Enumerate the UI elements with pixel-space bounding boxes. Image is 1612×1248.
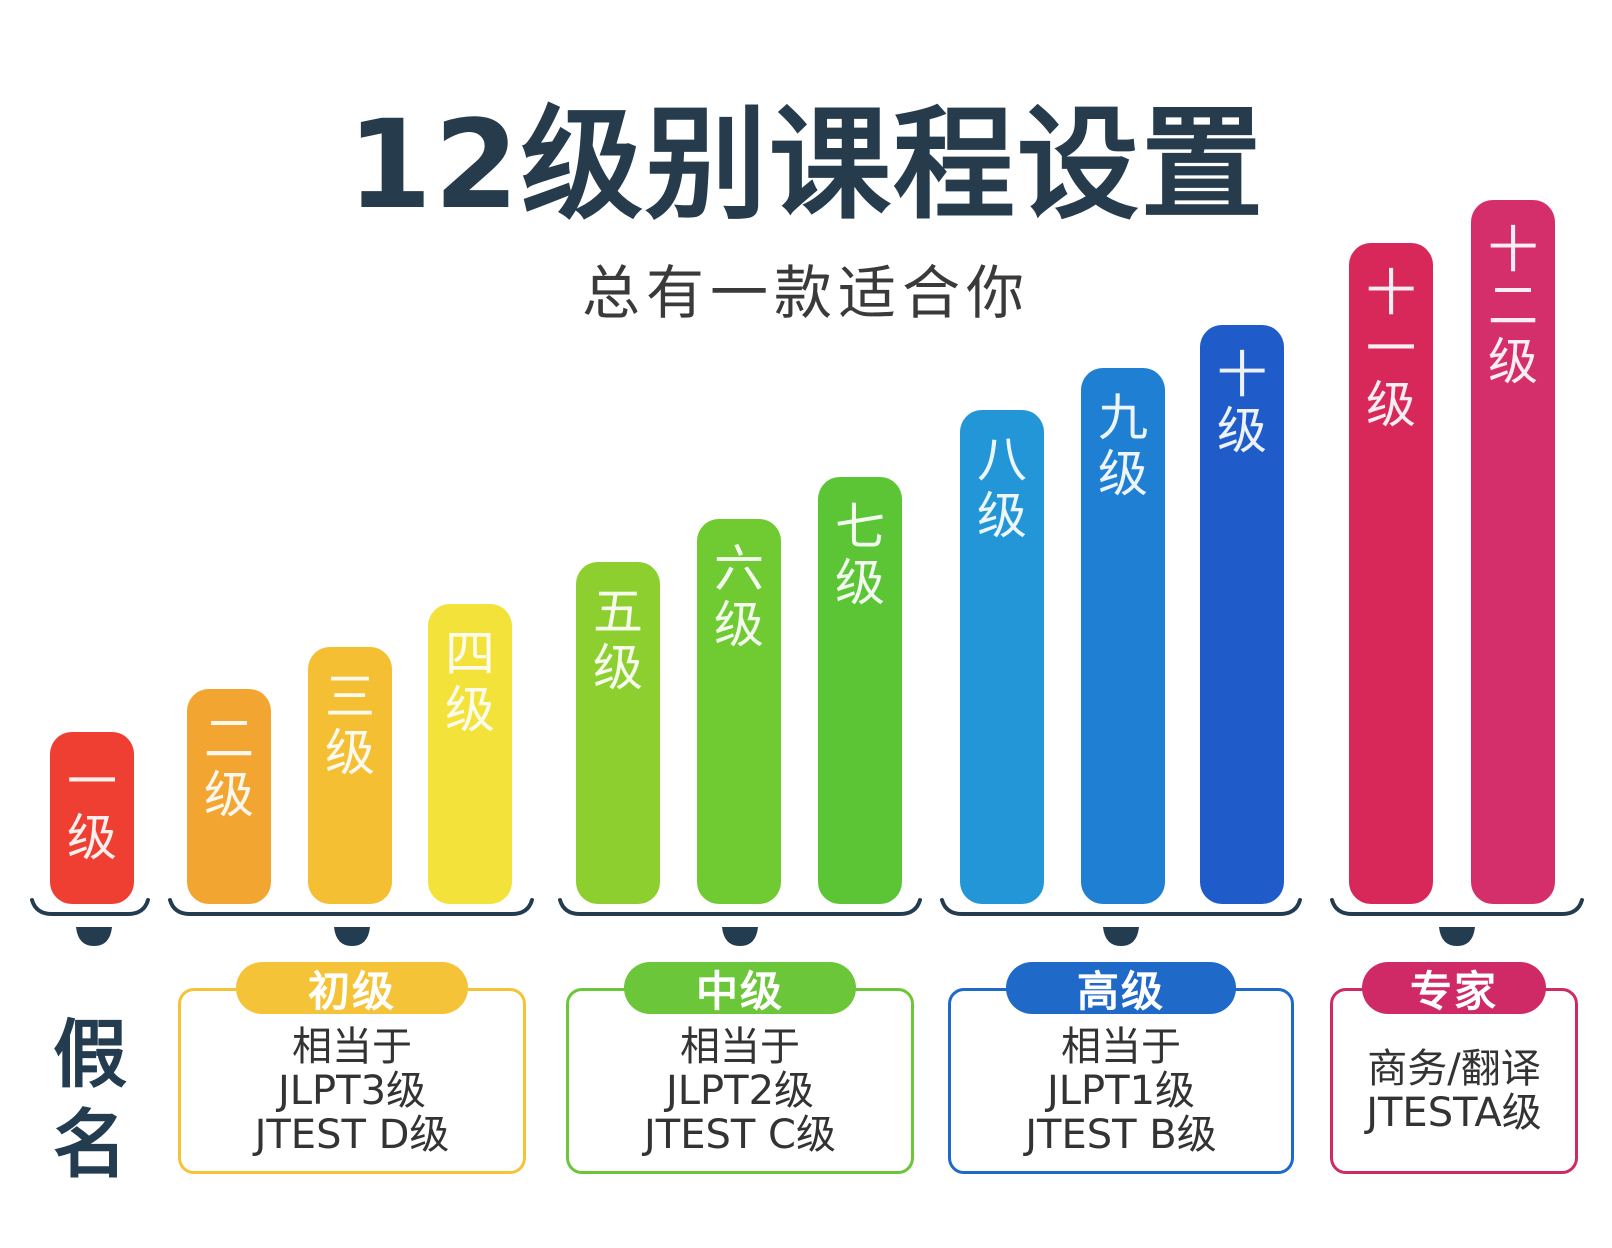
- bracket-expert: [1330, 898, 1584, 916]
- bracket-pointer-expert: [1439, 927, 1475, 946]
- kana-label: 假名: [53, 1012, 127, 1188]
- group-card-line: JLPT3级: [277, 1068, 427, 1114]
- group-card-intermediate: 相当于 JLPT2级 JTEST C级: [566, 988, 914, 1174]
- level-bar-label: 六级: [714, 540, 764, 654]
- level-bar-label: 二级: [204, 710, 254, 824]
- group-card-beginner: 相当于 JLPT3级 JTEST D级: [178, 988, 526, 1174]
- bracket-pointer-kana: [76, 927, 112, 946]
- page-title: 12级别课程设置: [347, 94, 1265, 236]
- bracket-advanced: [940, 898, 1302, 916]
- group-pill-expert: 专家: [1362, 962, 1546, 1016]
- level-bar-3: 三级: [308, 647, 392, 904]
- level-bar-9: 九级: [1081, 368, 1165, 904]
- group-pill-intermediate: 中级: [624, 962, 856, 1016]
- level-bar-1: 一级: [50, 732, 134, 904]
- level-bar-2: 二级: [187, 689, 271, 904]
- bracket-pointer-beginner: [334, 927, 370, 946]
- group-card-expert: 商务/翻译 JTESTA级: [1330, 988, 1578, 1174]
- bracket-pointer-advanced: [1103, 927, 1139, 946]
- level-bar-label: 七级: [835, 498, 885, 612]
- bracket-kana: [30, 898, 150, 916]
- level-bar-label: 三级: [325, 668, 375, 782]
- level-bar-label: 一级: [67, 753, 117, 867]
- group-card-line: 相当于: [1061, 1024, 1181, 1070]
- group-card-line: 商务/翻译: [1367, 1046, 1541, 1092]
- level-bar-label: 八级: [977, 431, 1027, 545]
- level-bar-5: 五级: [576, 562, 660, 904]
- level-bar-10: 十级: [1200, 325, 1284, 904]
- group-card-line: JLPT1级: [1046, 1068, 1196, 1114]
- group-card-line: 相当于: [292, 1024, 412, 1070]
- group-card-line: JLPT2级: [665, 1068, 815, 1114]
- level-bar-label: 十二级: [1488, 221, 1538, 391]
- bracket-beginner: [168, 898, 534, 916]
- bracket-intermediate: [558, 898, 922, 916]
- level-bar-6: 六级: [697, 519, 781, 904]
- level-bar-label: 十级: [1217, 346, 1267, 460]
- group-pill-advanced: 高级: [1006, 962, 1236, 1016]
- level-bar-label: 四级: [445, 625, 495, 739]
- page-subtitle: 总有一款适合你: [581, 259, 1030, 327]
- level-bar-label: 五级: [593, 583, 643, 697]
- level-bar-7: 七级: [818, 477, 902, 904]
- level-bar-8: 八级: [960, 410, 1044, 904]
- level-bar-4: 四级: [428, 604, 512, 904]
- group-card-line: 相当于: [680, 1024, 800, 1070]
- level-bar-11: 十一级: [1349, 243, 1433, 904]
- level-bar-label: 九级: [1098, 389, 1148, 503]
- bracket-pointer-intermediate: [722, 927, 758, 946]
- level-bar-12: 十二级: [1471, 200, 1555, 904]
- group-card-line: JTEST D级: [254, 1112, 450, 1158]
- group-card-line: JTEST C级: [644, 1112, 836, 1158]
- level-bar-label: 十一级: [1366, 264, 1416, 434]
- group-card-line: JTESTA级: [1366, 1090, 1542, 1136]
- group-pill-beginner: 初级: [236, 962, 468, 1016]
- group-card-line: JTEST B级: [1025, 1112, 1217, 1158]
